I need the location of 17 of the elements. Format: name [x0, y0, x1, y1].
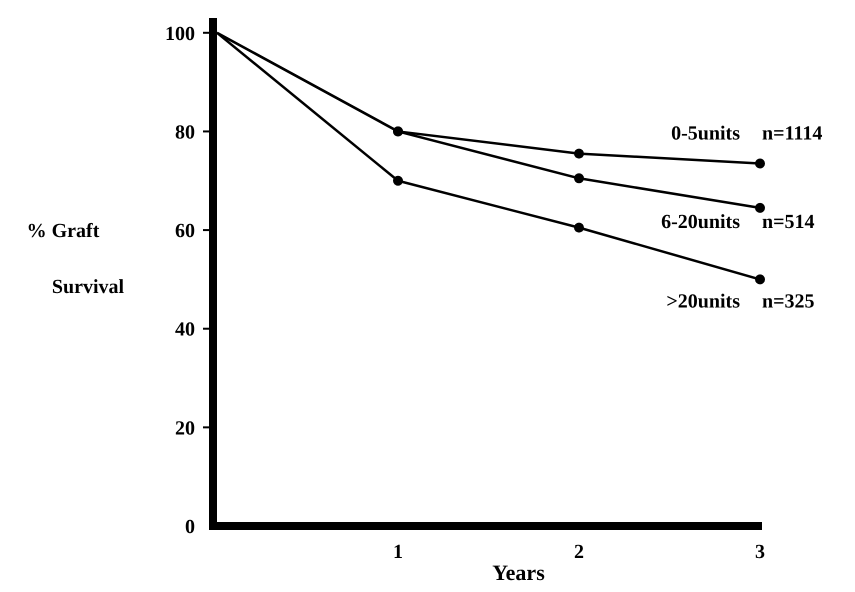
x-axis-title: Years: [492, 560, 546, 585]
y-tick-label: 100: [165, 22, 195, 45]
y-tick-label: 0: [185, 516, 195, 538]
y-tick-label: 40: [175, 318, 195, 341]
text: % Graft Survival: [26, 220, 124, 298]
series-label: 0-5units: [671, 122, 740, 144]
text: n=1114: [762, 122, 822, 144]
text: n=325: [762, 290, 815, 312]
x-tick-label: 2: [574, 541, 584, 563]
y-tick-label: 60: [175, 220, 195, 242]
y-tick-label: 20: [175, 417, 195, 440]
x-tick-label: 3: [755, 541, 765, 563]
text: n=514: [762, 210, 815, 233]
y-tick-label: 80: [175, 121, 195, 144]
series-label: >20units: [666, 290, 740, 312]
series-label: 6-20units: [661, 210, 740, 233]
x-tick-label: 1: [393, 541, 403, 563]
